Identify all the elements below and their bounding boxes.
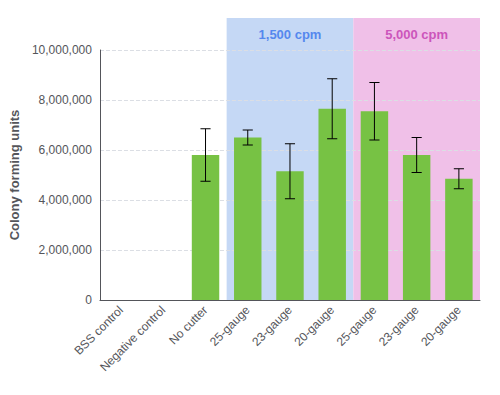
svg-text:25-gauge: 25-gauge — [207, 303, 253, 349]
svg-text:2,000,000: 2,000,000 — [39, 243, 93, 257]
svg-text:20-gauge: 20-gauge — [291, 303, 337, 349]
svg-text:23-gauge: 23-gauge — [376, 303, 422, 349]
svg-text:1,500 cpm: 1,500 cpm — [259, 27, 322, 42]
svg-text:No cutter: No cutter — [166, 303, 210, 347]
svg-text:Colony forming units: Colony forming units — [7, 110, 22, 241]
svg-text:5,000 cpm: 5,000 cpm — [385, 27, 448, 42]
svg-text:20-gauge: 20-gauge — [418, 303, 464, 349]
svg-text:10,000,000: 10,000,000 — [32, 43, 92, 57]
svg-text:25-gauge: 25-gauge — [334, 303, 380, 349]
svg-text:BSS control: BSS control — [71, 303, 126, 358]
svg-text:0: 0 — [85, 293, 92, 307]
svg-text:8,000,000: 8,000,000 — [39, 93, 93, 107]
svg-text:23-gauge: 23-gauge — [249, 303, 295, 349]
svg-text:Negative control: Negative control — [97, 303, 168, 374]
svg-text:6,000,000: 6,000,000 — [39, 143, 93, 157]
svg-text:4,000,000: 4,000,000 — [39, 193, 93, 207]
